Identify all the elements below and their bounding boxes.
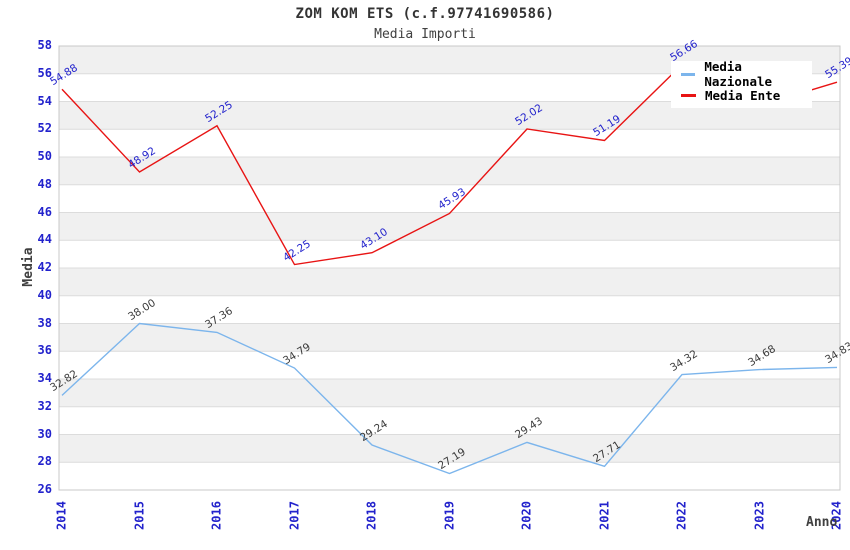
y-tick-label: 32 [37, 398, 52, 413]
x-tick-label: 2021 [597, 501, 611, 530]
legend: Media Nazionale Media Ente [671, 59, 812, 108]
y-tick-label: 40 [37, 287, 52, 302]
chart-subtitle: Media Importi [374, 27, 476, 42]
plot-stripe [59, 462, 840, 490]
plot-stripe [59, 157, 840, 185]
plot-stripe [59, 212, 840, 241]
y-tick-label: 58 [37, 38, 52, 52]
plot-stripe [59, 434, 840, 463]
x-tick-label: 2016 [209, 501, 224, 530]
plot-border [58, 45, 841, 491]
y-tick-label: 42 [37, 260, 52, 274]
y-tick-label: 38 [37, 315, 52, 330]
y-tick-label: 26 [37, 482, 52, 496]
legend-item-media-ente: Media Ente [681, 87, 812, 103]
y-tick-label: 30 [37, 426, 52, 441]
y-tick-label: 34 [37, 371, 52, 385]
legend-label-media-ente: Media Ente [705, 87, 781, 103]
plot-stripe [59, 406, 840, 435]
plot-stripe [59, 240, 840, 268]
plot-stripe [59, 184, 840, 213]
y-tick-label: 46 [37, 204, 52, 219]
legend-item-media-nazionale: Media Nazionale [681, 59, 812, 89]
x-tick-label: 2022 [674, 501, 689, 530]
y-tick-label: 56 [37, 65, 52, 80]
plot-stripe [59, 379, 840, 407]
x-tick-label: 2018 [364, 501, 379, 530]
x-tick-label: 2019 [442, 501, 456, 530]
y-tick-label: 50 [37, 149, 52, 163]
plot-stripe [59, 323, 840, 352]
x-tick-label: 2014 [54, 501, 69, 530]
plot-stripe [59, 268, 840, 296]
series-line-media-nazionale [61, 322, 838, 475]
x-tick-label: 2017 [287, 501, 301, 530]
y-tick-label: 44 [37, 232, 52, 247]
y-tick-label: 54 [37, 93, 52, 108]
y-tick-label: 36 [37, 343, 52, 358]
y-tick-label: 28 [37, 454, 52, 469]
x-tick-label: 2023 [752, 501, 766, 530]
legend-line-swatch-blue [681, 72, 696, 76]
x-tick-label: 2015 [132, 501, 146, 530]
y-tick-label: 52 [37, 121, 52, 136]
plot-stripe [59, 295, 840, 324]
legend-line-swatch-red [681, 93, 696, 97]
plot-stripe [59, 129, 840, 157]
chart-title: ZOM KOM ETS (c.f.97741690586) [295, 6, 555, 22]
legend-label-media-nazionale: Media Nazionale [704, 59, 773, 89]
x-axis-title: Anno [806, 515, 838, 530]
plot-stripe [59, 351, 840, 379]
x-tick-label: 2020 [519, 501, 534, 530]
y-tick-label: 48 [37, 176, 52, 191]
